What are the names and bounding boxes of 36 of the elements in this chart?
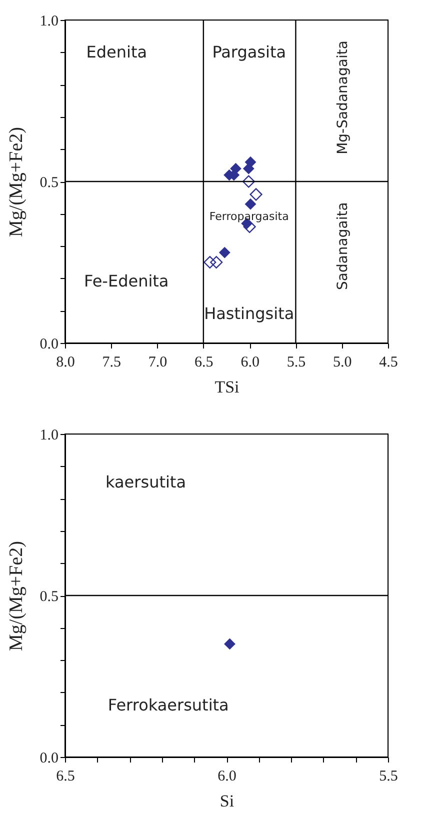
y-axis-title: Mg/(Mg+Fe2) xyxy=(6,541,27,651)
x-axis-title: Si xyxy=(220,792,234,810)
annotation: Hastingsita xyxy=(204,304,294,323)
annotation: Edenita xyxy=(86,42,148,62)
x-tick-label: 6.5 xyxy=(56,768,75,784)
y-tick-label: 0.0 xyxy=(40,750,58,766)
x-tick-label: 6.0 xyxy=(218,768,236,784)
point xyxy=(204,256,216,269)
x-tick-label: 7.0 xyxy=(148,354,168,370)
x-tick-label: 7.5 xyxy=(102,354,122,370)
x-tick-label: 5.5 xyxy=(286,354,306,370)
annotation: Sadanagaita xyxy=(334,202,351,290)
x-tick-label: 6.5 xyxy=(194,354,214,370)
point xyxy=(218,246,230,258)
y-tick-label: 0.5 xyxy=(40,589,58,605)
annotation: Mg-Sadanagaita xyxy=(334,40,351,154)
y-tick-label: 0.5 xyxy=(40,175,58,191)
x-tick-label: 5.5 xyxy=(379,768,398,784)
y-axis-title: Mg/(Mg+Fe2) xyxy=(6,127,27,237)
annotation: kaersutita xyxy=(106,472,186,492)
annotation: Ferrokaersutita xyxy=(108,695,229,714)
y-tick-label: 0.0 xyxy=(40,336,58,352)
x-tick-label: 8.0 xyxy=(56,354,75,370)
x-tick-label: 6.0 xyxy=(240,354,260,370)
annotation: Pargasita xyxy=(212,42,286,62)
y-tick-label: 1.0 xyxy=(40,14,58,30)
x-tick-label: 4.5 xyxy=(379,354,398,370)
y-tick-label: 1.0 xyxy=(40,428,58,444)
annotation: Ferropargasita xyxy=(209,210,289,224)
point xyxy=(250,188,262,201)
point xyxy=(244,198,256,210)
point xyxy=(242,175,255,188)
annotation: Fe-Edenita xyxy=(84,272,169,291)
x-axis-title: TSi xyxy=(214,378,240,396)
point xyxy=(210,256,223,269)
x-tick-label: 5.0 xyxy=(332,354,352,370)
